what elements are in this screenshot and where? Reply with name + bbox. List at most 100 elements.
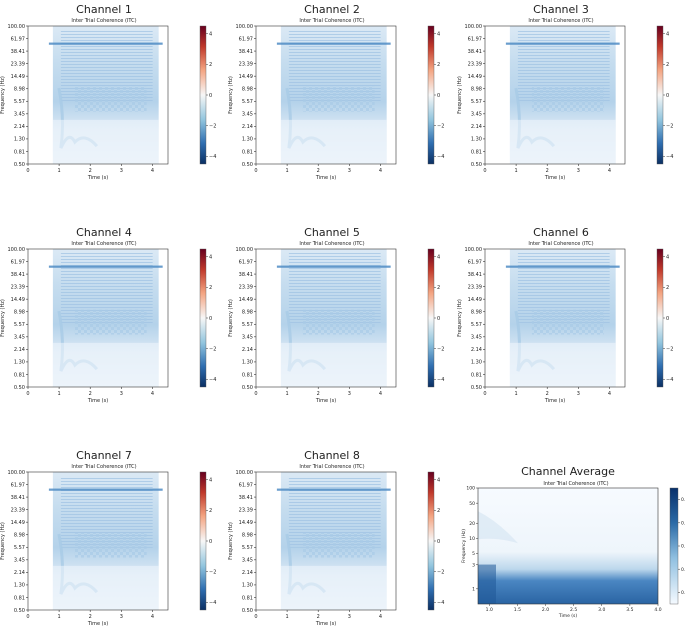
itc-checker [531, 309, 604, 335]
colorbar-tick-label: 2 [437, 285, 440, 291]
y-tick-label: 5.57 [14, 545, 25, 551]
y-tick-label: 50 [469, 501, 475, 507]
itc-low-band [52, 342, 159, 387]
x-axis-label: Time (s) [558, 613, 578, 619]
axes-frame [27, 471, 169, 611]
chart-panel-avg: Channel Average Inter Trial Coherence (IT… [461, 465, 685, 619]
y-tick-label: 3 [472, 562, 475, 568]
y-tick-label: 3.45 [242, 335, 253, 341]
y-tick-label: 8.98 [242, 87, 253, 93]
y-axis-label: Frequency (Hz) [228, 299, 234, 337]
y-tick-label: 23.39 [468, 284, 482, 290]
colorbar-tick-label: 2 [209, 62, 212, 68]
chart-panel-ch4: Channel 4 Inter Trial Coherence (ITC) 0.50… [0, 226, 216, 404]
y-tick-label: 5.57 [242, 99, 253, 105]
itc-low-band [509, 342, 616, 387]
x-tick-label: 2.0 [542, 607, 549, 613]
x-axis-label: Time (s) [315, 175, 336, 181]
y-tick-label: 38.41 [11, 272, 25, 278]
y-tick-label: 3.45 [471, 112, 482, 118]
y-tick-label: 10 [469, 536, 475, 542]
x-axis-label: Time (s) [87, 621, 108, 626]
x-tick-label: 4.0 [654, 607, 661, 613]
x-tick-label: 3 [120, 614, 123, 620]
itc-checker [74, 532, 147, 558]
panel-subtitle: Inter Trial Coherence (ITC) [71, 18, 136, 24]
y-tick-label: 61.97 [239, 482, 253, 488]
axes-frame [27, 248, 169, 388]
y-tick-label: 14.49 [239, 74, 253, 80]
y-tick-label: 14.49 [239, 520, 253, 526]
x-tick-label: 1 [515, 168, 518, 174]
x-tick-label: 2 [89, 168, 92, 174]
y-axis-label: Frequency (Hz) [0, 522, 6, 560]
x-tick-label: 3 [348, 391, 351, 397]
x-axis-label: Time (s) [87, 398, 108, 404]
y-tick-label: 100.00 [236, 24, 254, 30]
x-tick-label: 3 [348, 614, 351, 620]
x-tick-label: 2 [317, 168, 320, 174]
panel-title: Channel 6 [533, 226, 589, 239]
itc-checker [302, 309, 375, 335]
colorbar-tick-label: 4 [437, 254, 440, 260]
colorbar-tick-label: 4 [209, 31, 212, 37]
panel-title: Channel 1 [76, 3, 132, 16]
panel-title: Channel Average [521, 465, 615, 478]
colorbar-tick-label: 2 [666, 285, 669, 291]
y-tick-label: 38.41 [239, 49, 253, 55]
y-tick-label: 1.30 [242, 583, 253, 589]
colorbar-tick-label: 0 [666, 93, 669, 99]
y-tick-label: 61.97 [468, 36, 482, 42]
itc-checker [302, 86, 375, 112]
y-tick-label: 38.41 [11, 495, 25, 501]
panel-subtitle: Inter Trial Coherence (ITC) [299, 18, 364, 24]
y-tick-label: 100.00 [236, 470, 254, 476]
colorbar-tick-label: 0 [437, 316, 440, 322]
x-tick-label: 1 [286, 614, 289, 620]
y-tick-label: 14.49 [11, 297, 25, 303]
colorbar [199, 25, 207, 165]
y-tick-label: 0.81 [242, 372, 253, 378]
y-tick-label: 100.00 [465, 247, 483, 253]
y-tick-label: 14.49 [468, 297, 482, 303]
colorbar-tick-label: −4 [209, 154, 216, 160]
y-tick-label: 100.00 [8, 470, 26, 476]
y-tick-label: 8.98 [242, 310, 253, 316]
y-tick-label: 38.41 [239, 495, 253, 501]
y-tick-label: 2.14 [471, 347, 482, 353]
y-tick-label: 38.41 [239, 272, 253, 278]
x-tick-label: 3 [577, 391, 580, 397]
x-tick-label: 0 [254, 614, 257, 620]
colorbar-tick-label: 0 [437, 93, 440, 99]
y-tick-label: 61.97 [11, 482, 25, 488]
y-tick-label: 2.14 [242, 570, 253, 576]
y-tick-label: 61.97 [11, 36, 25, 42]
y-axis-label: Frequency (Hz) [461, 529, 467, 563]
itc-checker [74, 309, 147, 335]
y-tick-label: 100.00 [465, 24, 483, 30]
y-tick-label: 0.81 [471, 149, 482, 155]
y-tick-label: 0.81 [14, 149, 25, 155]
colorbar-tick-label: 0 [209, 93, 212, 99]
colorbar-tick-label: −4 [209, 600, 216, 606]
colorbar [199, 248, 207, 388]
colorbar-tick-label: 4 [209, 254, 212, 260]
x-tick-label: 3.5 [626, 607, 633, 613]
y-tick-label: 2.14 [242, 347, 253, 353]
colorbar-tick-label: 0.4 [681, 520, 685, 526]
colorbar-tick-label: −2 [666, 123, 673, 129]
itc-line-noise [48, 42, 163, 45]
colorbar-tick-label: 4 [666, 31, 669, 37]
chart-panel-ch5: Channel 5 Inter Trial Coherence (ITC) 0.50… [228, 226, 444, 404]
y-tick-label: 14.49 [239, 297, 253, 303]
y-tick-label: 0.50 [242, 385, 253, 391]
y-tick-label: 100.00 [236, 247, 254, 253]
y-tick-label: 8.98 [14, 87, 25, 93]
colorbar-tick-label: −4 [666, 154, 673, 160]
x-tick-label: 0 [26, 168, 29, 174]
colorbar-tick-label: −2 [666, 346, 673, 352]
colorbar-tick-label: −4 [437, 377, 444, 383]
itc-checker [531, 86, 604, 112]
colorbar-tick-label: 0 [666, 316, 669, 322]
y-tick-label: 5.57 [14, 322, 25, 328]
